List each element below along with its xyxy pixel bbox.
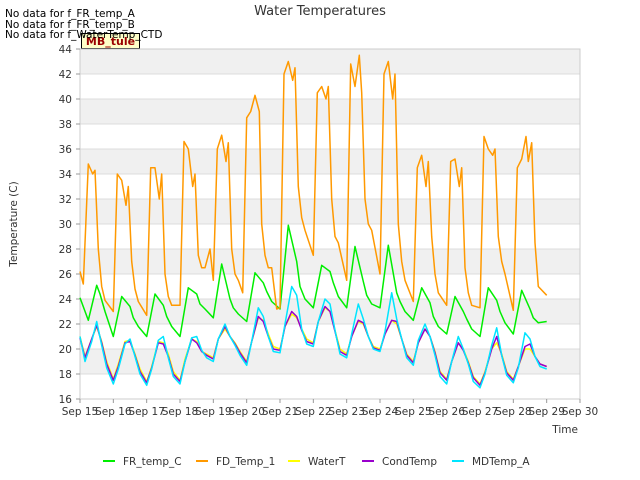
y-tick-label: 24 [59,294,73,306]
series-line-FR_temp_C [79,224,547,338]
x-tick-label: Sep 26 [428,406,465,418]
grid-band [80,49,580,74]
y-tick-label: 26 [59,269,73,281]
legend-label: CondTemp [382,456,437,468]
x-tick-label: Sep 18 [162,406,199,418]
x-tick-label: Sep 29 [528,406,565,418]
x-tick-label: Sep 22 [295,406,332,418]
y-tick-label: 34 [59,169,73,181]
x-tick-label: Sep 24 [362,406,399,418]
y-tick-label: 32 [59,194,72,206]
legend-label: FR_temp_C [123,456,182,468]
no-data-note-3: No data for f_WaterTemp_CTD [5,29,163,41]
y-tick-label: 42 [59,69,72,81]
y-tick-label: 20 [59,344,72,356]
y-tick-label: 16 [59,394,73,406]
grid-band [80,349,580,374]
x-tick-label: Sep 15 [62,406,99,418]
legend-label: FD_Temp_1 [216,456,275,468]
y-tick-label: 30 [59,219,72,231]
x-tick-label: Sep 27 [462,406,499,418]
site-badge: MB_tule [81,33,140,49]
grid-band [80,249,580,274]
series-line-MDTemp_A [79,285,547,389]
legend: FR_temp_C FD_Temp_1 WaterT CondTemp MDTemp_A [103,456,530,468]
chart-title: Water Temperatures [254,4,386,19]
y-tick-label: 44 [59,44,73,56]
x-tick-label: Sep 30 [562,406,599,418]
x-axis-label: Time [551,424,578,436]
x-tick-label: Sep 23 [328,406,365,418]
x-tick-label: Sep 19 [195,406,232,418]
x-tick-label: Sep 25 [395,406,432,418]
grid-band [80,199,580,224]
series-line-FD_Temp_1 [79,54,548,317]
y-tick-label: 28 [59,244,72,256]
y-tick-label: 40 [59,94,72,106]
legend-label: MDTemp_A [472,456,530,468]
legend-label: WaterT [308,456,346,468]
x-tick-label: Sep 20 [228,406,265,418]
no-data-note-1: No data for f_FR_temp_A [5,8,135,20]
y-axis-label: Temperature (C) [8,181,20,267]
y-tick-label: 38 [59,119,72,131]
y-tick-label: 36 [59,144,73,156]
y-tick-label: 22 [59,319,72,331]
x-tick-label: Sep 16 [95,406,132,418]
x-tick-label: Sep 28 [495,406,532,418]
y-tick-label: 18 [59,369,72,381]
x-tick-label: Sep 17 [128,406,165,418]
no-data-note-2: No data for f_FR_temp_B [5,19,135,31]
x-tick-label: Sep 21 [262,406,299,418]
